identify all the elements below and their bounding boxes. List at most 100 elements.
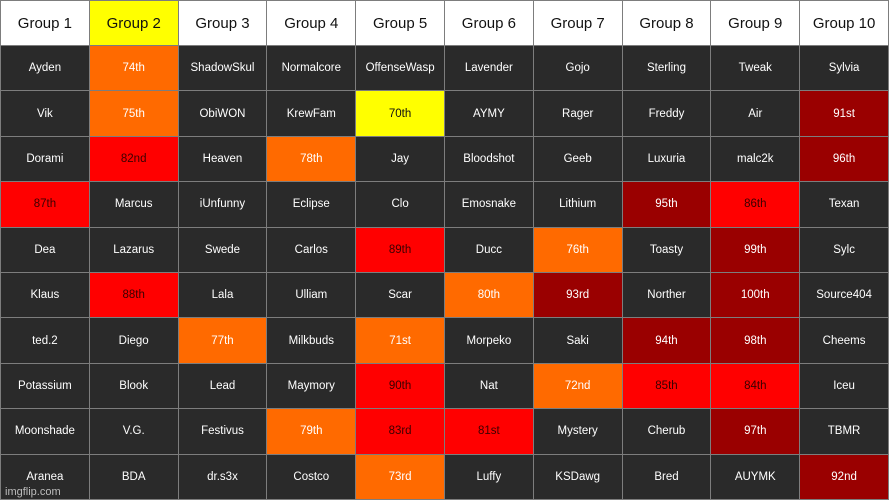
table-cell: 77th	[177, 317, 268, 364]
table-cell: Saki	[532, 317, 623, 364]
table-cell: Swede	[177, 226, 268, 273]
table-cell: Clo	[355, 181, 445, 228]
table-cell: Diego	[88, 317, 179, 364]
table-cell: Normalcore	[266, 44, 357, 92]
group-header-6: Group 6	[443, 0, 534, 46]
table-row: Klaus 88th Lala Ulliam Scar 80th 93rd Norther 10…	[0, 271, 889, 319]
table-cell: 92nd	[799, 453, 889, 500]
table-cell: 94th	[621, 317, 712, 364]
group-header-10: Group 10	[799, 0, 889, 46]
table-cell: Sylvia	[799, 44, 889, 92]
table-cell: Scar	[355, 271, 445, 319]
table-cell: KrewFam	[266, 90, 357, 137]
table-cell: malc2k	[710, 135, 801, 183]
table-cell: Gojo	[532, 44, 623, 92]
table-cell: Dea	[0, 226, 90, 273]
table-cell: 98th	[710, 317, 801, 364]
table-cell: 74th	[88, 44, 179, 92]
table-cell: Cheems	[799, 317, 889, 364]
table-cell: 100th	[710, 271, 801, 319]
table-cell: Lithium	[532, 181, 623, 228]
table-cell: 95th	[621, 181, 712, 228]
table-cell: Mystery	[532, 408, 623, 455]
table-cell: Lala	[177, 271, 268, 319]
table-cell: KSDawg	[532, 453, 623, 500]
table-cell: 90th	[355, 362, 445, 410]
table-cell: Festivus	[177, 408, 268, 455]
group-header-9: Group 9	[710, 0, 801, 46]
table-cell: ted.2	[0, 317, 90, 364]
table-cell: 72nd	[532, 362, 623, 410]
group-header-5: Group 5	[355, 0, 445, 46]
table-row: Vik 75th ObiWON KrewFam 70th AYMY Rager Freddy A…	[0, 90, 889, 137]
table-cell: Freddy	[621, 90, 712, 137]
table-cell: Carlos	[266, 226, 357, 273]
table-cell: Moonshade	[0, 408, 90, 455]
table-cell: 88th	[88, 271, 179, 319]
table-cell: Marcus	[88, 181, 179, 228]
table-cell: Tweak	[710, 44, 801, 92]
table-cell: TBMR	[799, 408, 889, 455]
table-cell: 80th	[443, 271, 534, 319]
table-row: ted.2 Diego 77th Milkbuds 71st Morpeko Saki 94t…	[0, 317, 889, 364]
table-cell: Bred	[621, 453, 712, 500]
table-cell: V.G.	[88, 408, 179, 455]
table-row: Dea Lazarus Swede Carlos 89th Ducc 76th Toasty 9…	[0, 226, 889, 273]
group-header-3: Group 3	[177, 0, 268, 46]
group-header-7: Group 7	[532, 0, 623, 46]
header-row: Group 1 Group 2 Group 3 Group 4 Group 5 Group…	[0, 0, 889, 46]
table-row: Dorami 82nd Heaven 78th Jay Bloodshot Geeb Luxu…	[0, 135, 889, 183]
table-row: Ayden 74th ShadowSkul Normalcore OffenseWasp…	[0, 44, 889, 92]
group-header-2: Group 2	[88, 0, 179, 46]
table-cell: 96th	[799, 135, 889, 183]
table-cell: AYMY	[443, 90, 534, 137]
group-header-8: Group 8	[621, 0, 712, 46]
table-row: Potassium Blook Lead Maymory 90th Nat 72nd 85th…	[0, 362, 889, 410]
table-cell: Rager	[532, 90, 623, 137]
table-cell: Luffy	[443, 453, 534, 500]
table-cell: Blook	[88, 362, 179, 410]
table-cell: dr.s3x	[177, 453, 268, 500]
table-cell: Luxuria	[621, 135, 712, 183]
table-cell: Texan	[799, 181, 889, 228]
table-cell: Toasty	[621, 226, 712, 273]
table-row: Aranea BDA dr.s3x Costco 73rd Luffy KSDawg Bred…	[0, 453, 889, 500]
table-cell: Klaus	[0, 271, 90, 319]
group-header-4: Group 4	[266, 0, 357, 46]
table-cell: Lavender	[443, 44, 534, 92]
table-cell: Bloodshot	[443, 135, 534, 183]
table-cell: Milkbuds	[266, 317, 357, 364]
table-cell: Costco	[266, 453, 357, 500]
table-cell: BDA	[88, 453, 179, 500]
table-cell: OffenseWasp	[355, 44, 445, 92]
table-cell: Potassium	[0, 362, 90, 410]
table-cell: 99th	[710, 226, 801, 273]
table-cell: ShadowSkul	[177, 44, 268, 92]
table-cell: Sylc	[799, 226, 889, 273]
table-cell: Maymory	[266, 362, 357, 410]
table-cell: 71st	[355, 317, 445, 364]
table-cell: 84th	[710, 362, 801, 410]
table-cell: Geeb	[532, 135, 623, 183]
group-header-1: Group 1	[0, 0, 90, 46]
watermark: imgflip.com	[5, 486, 61, 498]
table-cell: iUnfunny	[177, 181, 268, 228]
table-cell: 83rd	[355, 408, 445, 455]
table-cell: 86th	[710, 181, 801, 228]
table-cell: 70th	[355, 90, 445, 137]
table-cell: Heaven	[177, 135, 268, 183]
table-cell: 85th	[621, 362, 712, 410]
table-cell: Cherub	[621, 408, 712, 455]
table-cell: Lead	[177, 362, 268, 410]
table-cell: Air	[710, 90, 801, 137]
table-cell: 78th	[266, 135, 357, 183]
table-cell: Nat	[443, 362, 534, 410]
table-row: Moonshade V.G. Festivus 79th 83rd 81st Mystery…	[0, 408, 889, 455]
table-cell: Dorami	[0, 135, 90, 183]
table-cell: 76th	[532, 226, 623, 273]
table-cell: 91st	[799, 90, 889, 137]
table-body: Ayden 74th ShadowSkul Normalcore OffenseWasp…	[0, 44, 889, 500]
table-cell: Ayden	[0, 44, 90, 92]
table-cell: Vik	[0, 90, 90, 137]
